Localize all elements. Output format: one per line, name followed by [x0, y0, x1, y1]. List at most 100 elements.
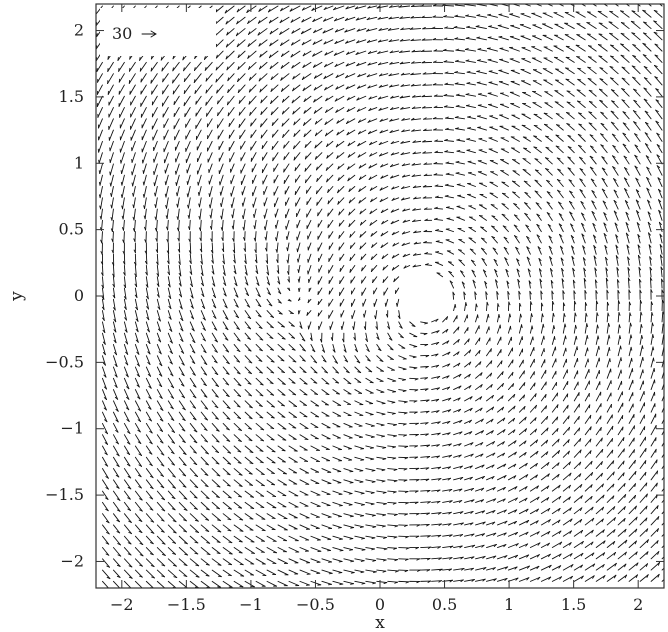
vector-arrow [167, 377, 175, 389]
vector-arrowhead [524, 428, 527, 432]
vector-arrow [110, 186, 114, 197]
vector-arrowhead [205, 452, 209, 455]
vector-arrow [387, 524, 399, 527]
vector-arrowhead [445, 172, 450, 175]
vector-arrow [233, 310, 239, 319]
vector-arrowhead [548, 564, 552, 569]
vector-arrow [335, 73, 345, 78]
vector-arrow [145, 389, 152, 400]
vector-arrow [507, 475, 517, 481]
vector-arrowhead [215, 384, 219, 387]
vector-arrowhead [442, 48, 447, 51]
vector-arrowhead [502, 417, 506, 422]
vector-arrowhead [582, 245, 586, 249]
vector-arrow [290, 50, 301, 58]
vector-arrow [442, 511, 452, 515]
vector-arrow [178, 219, 180, 232]
vector-arrowhead [312, 53, 315, 57]
vector-arrowhead [116, 498, 121, 501]
vector-arrowhead [588, 111, 593, 114]
vector-arrowhead [650, 301, 654, 305]
vector-arrowhead [280, 77, 283, 81]
vector-arrowhead [444, 150, 449, 153]
vector-arrow [661, 334, 664, 345]
vector-arrow [128, 73, 136, 84]
vector-arrowhead [633, 121, 637, 124]
vector-arrowhead [225, 372, 230, 375]
vector-arrow [303, 118, 312, 126]
vector-arrowhead [237, 54, 240, 58]
vector-arrow [134, 343, 140, 355]
vector-arrow [365, 479, 376, 483]
vector-arrow [134, 445, 142, 456]
vector-arrow [497, 383, 504, 391]
vector-arrowhead [203, 395, 208, 398]
vector-arrow [277, 355, 285, 362]
vector-arrow [510, 136, 520, 142]
vector-arrow [385, 298, 389, 307]
vector-arrow [573, 346, 578, 357]
vector-arrow [343, 501, 353, 506]
vector-arrow [617, 369, 622, 379]
vector-arrow [475, 476, 485, 481]
vector-arrow [167, 355, 173, 365]
vector-arrow [612, 166, 619, 176]
vector-arrowhead [624, 551, 627, 556]
vector-arrow [209, 186, 213, 197]
vector-arrow [518, 313, 522, 323]
vector-arrow [390, 95, 400, 99]
vector-arrow [518, 554, 530, 560]
vector-arrowhead [360, 515, 364, 517]
vector-arrow [277, 580, 288, 587]
vector-arrow [299, 479, 310, 485]
vector-arrowhead [183, 508, 188, 511]
vector-arrowhead [391, 255, 395, 259]
vector-arrow [199, 208, 202, 220]
vector-arrowhead [367, 62, 371, 66]
vector-arrowhead [115, 429, 119, 433]
vector-arrow [293, 129, 301, 137]
vector-arrow [606, 449, 614, 458]
vector-arrowhead [413, 253, 417, 256]
vector-arrowhead [103, 386, 107, 390]
vector-arrowhead [335, 109, 338, 113]
vector-arrow [102, 513, 110, 524]
vector-arrowhead [482, 269, 487, 273]
vector-arrow [573, 403, 580, 413]
vector-arrow [133, 208, 136, 221]
vector-arrow [464, 488, 474, 492]
vector-arrow [507, 325, 511, 334]
vector-arrow [561, 268, 564, 278]
vector-arrowhead [149, 508, 154, 511]
vector-arrowhead [103, 374, 107, 378]
vector-arrow [123, 513, 132, 523]
vector-arrowhead [457, 362, 461, 367]
vector-arrow [411, 61, 422, 64]
vector-arrowhead [405, 547, 410, 550]
vector-arrow [475, 325, 480, 334]
vector-arrowhead [436, 455, 440, 459]
vector-arrowhead [556, 428, 559, 432]
vector-arrow [497, 406, 504, 413]
vector-arrowhead [635, 189, 640, 193]
vector-arrow [634, 165, 641, 176]
vector-arrow [628, 437, 635, 447]
vector-arrowhead [199, 248, 203, 253]
vector-arrowhead [275, 237, 277, 242]
vector-arrowhead [620, 345, 622, 350]
vector-arrow [266, 321, 274, 329]
vector-arrow [96, 84, 103, 95]
vector-arrowhead [404, 490, 409, 494]
vector-arrow [211, 535, 221, 543]
vector-arrowhead [469, 396, 473, 400]
vector-arrow [233, 253, 236, 264]
vector-arrow [102, 456, 109, 467]
vector-arrowhead [432, 71, 436, 74]
vector-arrowhead [125, 341, 129, 345]
vector-arrowhead [381, 220, 384, 225]
vector-arrow [304, 152, 312, 160]
vector-arrowhead [343, 349, 347, 353]
vector-arrow [506, 280, 509, 289]
vector-arrowhead [227, 101, 229, 106]
vector-arrow [555, 113, 564, 120]
